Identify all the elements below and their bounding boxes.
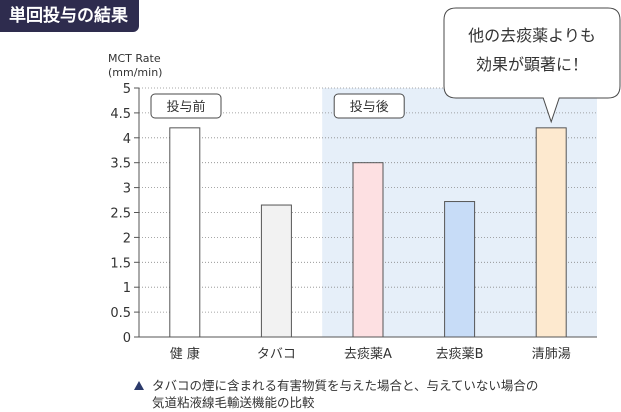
triangle-bullet-icon — [134, 381, 144, 390]
note-line-1: タバコの煙に含まれる有害物質を与えた場合と、与えていない場合の — [152, 378, 539, 393]
figure-note: タバコの煙に含まれる有害物質を与えた場合と、与えていない場合の 気道粘液線毛輸送… — [134, 377, 538, 411]
callout-line-1: 他の去痰薬よりも — [468, 26, 596, 45]
bar — [169, 127, 201, 338]
y-tick-label: 4.5 — [110, 107, 131, 122]
note-line-2: 気道粘液線毛輸送機能の比較 — [152, 395, 315, 410]
callout-line-2: 効果が顕著に！ — [476, 55, 588, 74]
y-tick-label: 4 — [123, 132, 131, 147]
x-category-label: 清肺湯 — [532, 347, 571, 362]
callout-shape — [443, 7, 621, 124]
y-tick-label: 0.5 — [110, 306, 131, 321]
phase-tag-box — [333, 93, 405, 119]
callout-bubble: 他の去痰薬よりも 効果が顕著に！ — [443, 7, 621, 124]
y-tick-label: 5 — [123, 82, 131, 97]
y-tick-labels: 0 0.5 1 1.5 2 2.5 3 3.5 4 4.5 5 — [110, 82, 139, 346]
phase-tags: 投与前 投与後 — [150, 93, 405, 119]
x-category-label: 健 康 — [170, 346, 200, 362]
phase-tag: 投与後 — [333, 93, 405, 119]
page-title: 単回投与の結果 — [0, 0, 139, 32]
x-category-label: 去痰薬A — [344, 346, 392, 362]
y-tick-label: 1 — [123, 281, 131, 296]
y-tick-label: 3 — [123, 182, 131, 197]
y-tick-label: 2 — [123, 231, 131, 246]
phase-tag-label: 投与後 — [350, 99, 389, 115]
y-tick-label: 3.5 — [110, 157, 131, 172]
phase-tag-box — [150, 93, 222, 119]
y-tick-label: 1.5 — [110, 256, 131, 271]
x-category-label: 去痰薬B — [436, 346, 484, 362]
x-category-label: タバコ — [257, 347, 296, 362]
phase-tag-label: 投与前 — [166, 99, 205, 115]
y-tick-label: 0 — [123, 331, 131, 346]
y-axis-label: MCT Rate — [108, 52, 161, 65]
x-category-labels: 健 康 タバコ 去痰薬A 去痰薬B 清肺湯 — [170, 346, 571, 362]
phase-tag: 投与前 — [150, 93, 222, 119]
bar — [352, 162, 384, 338]
y-tick-label: 2.5 — [110, 207, 131, 222]
y-axis-unit: (mm/min) — [108, 66, 162, 79]
bar — [444, 201, 476, 338]
bar — [260, 204, 292, 338]
bar — [535, 127, 567, 338]
